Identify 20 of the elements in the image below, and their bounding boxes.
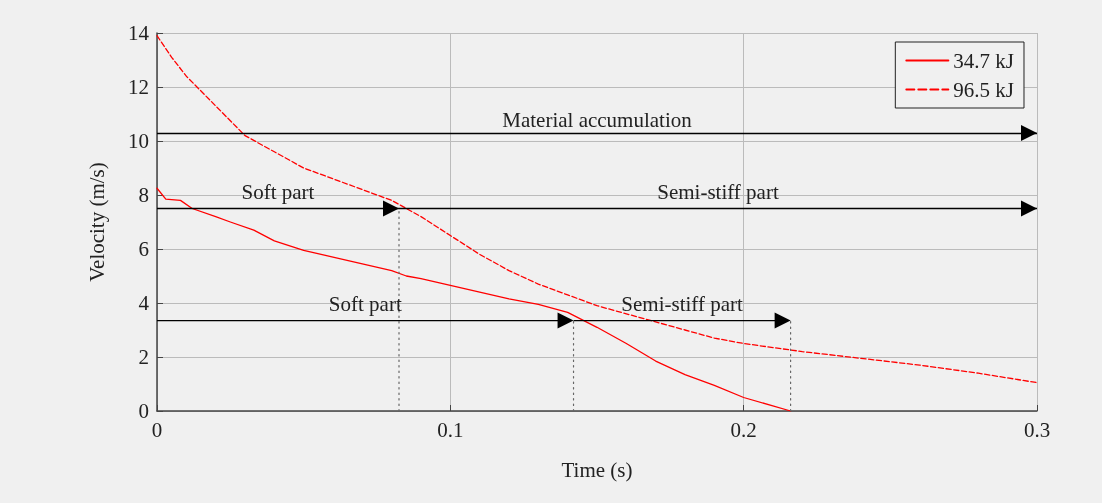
legend-label: 34.7 kJ (953, 48, 1015, 73)
y-tick-label: 0 (138, 399, 149, 423)
ref-line-label: Material accumulation (502, 108, 693, 133)
y-tick-label: 2 (138, 345, 149, 369)
x-tick-label: 0.3 (1023, 417, 1051, 442)
x-axis-title: Time (s) (561, 457, 633, 482)
x-tick-label: 0.2 (730, 417, 757, 442)
x-tick-label: 0.1 (437, 417, 464, 442)
y-tick-label: 8 (138, 183, 149, 207)
y-tick-label: 12 (128, 75, 149, 99)
annotation: Soft part (241, 179, 315, 204)
annotation: Semi-stiff part (621, 291, 743, 316)
y-tick-label: 4 (138, 291, 150, 315)
legend-label: 96.5 kJ (953, 77, 1015, 102)
y-tick-label: 6 (138, 237, 149, 261)
y-tick-label: 10 (128, 129, 149, 153)
annotation: Soft part (328, 291, 402, 316)
y-axis-title: Velocity (m/s) (84, 162, 109, 282)
y-tick-label: 14 (128, 21, 150, 45)
annotation: Semi-stiff part (657, 179, 779, 204)
